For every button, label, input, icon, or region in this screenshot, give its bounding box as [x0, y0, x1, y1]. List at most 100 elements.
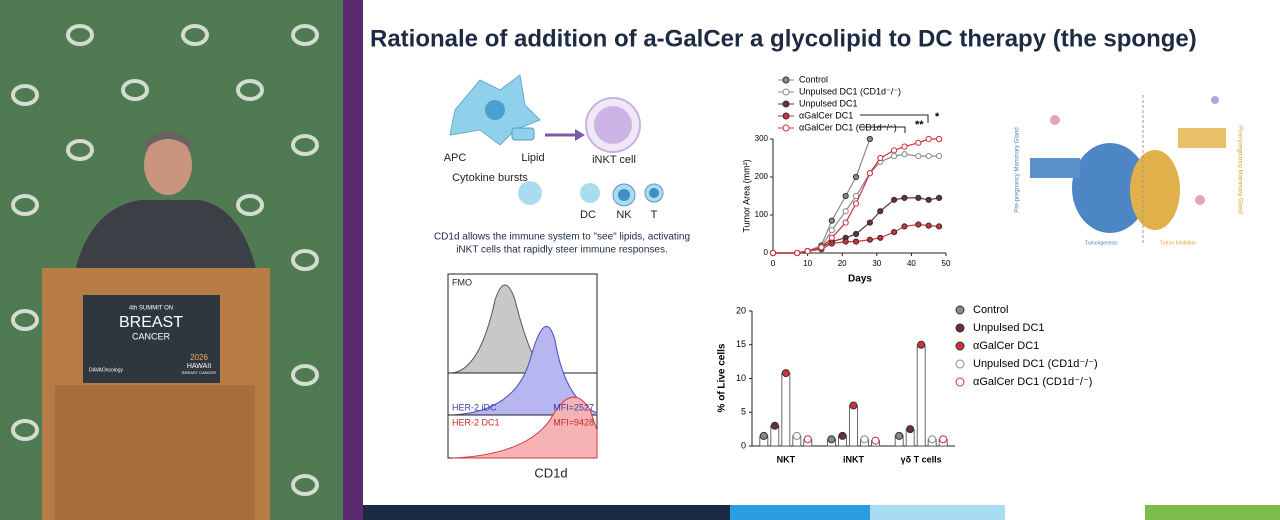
y-tick-label: 5	[741, 407, 746, 417]
legend-label: αGalCer DC1 (CD1d⁻/⁻)	[799, 122, 897, 132]
marker	[804, 248, 811, 255]
marker	[891, 196, 898, 203]
marker	[838, 431, 847, 440]
marker	[770, 421, 779, 430]
marker	[866, 170, 873, 177]
y-tick-label: 20	[736, 305, 746, 315]
marker	[792, 431, 801, 440]
marker	[925, 153, 932, 160]
tumor-chart: ** * Tumor Area (mm²) Days 0 100 200 300 0 10…	[741, 74, 951, 284]
bar	[916, 344, 926, 447]
marker	[917, 340, 926, 349]
marker	[769, 249, 777, 257]
podium-sign	[83, 295, 220, 383]
diagram-icons	[449, 74, 664, 207]
marker	[842, 208, 849, 215]
legend-label: Control	[973, 304, 1008, 316]
marker	[935, 153, 943, 160]
marker	[925, 222, 932, 229]
x-tick-label: NKT	[777, 454, 796, 464]
legend-label: αGalCer DC1	[799, 110, 853, 120]
y-tick-label: 10	[736, 373, 746, 383]
schematic-label: Tumor Inhibition	[1160, 240, 1196, 246]
marker	[852, 238, 860, 245]
marker	[871, 436, 880, 445]
diagram-label: iNKT cell	[592, 154, 636, 166]
diagram-label: DC	[580, 209, 596, 221]
sign-text: 4th SUMMIT ON	[129, 306, 173, 312]
sign-text: BREAST	[119, 314, 183, 331]
marker	[849, 401, 858, 410]
marker	[866, 219, 873, 226]
marker	[935, 135, 943, 143]
diagram-label: APC	[444, 152, 467, 164]
bar	[849, 405, 858, 447]
backdrop-logos	[11, 24, 319, 496]
marker	[842, 192, 849, 200]
marker	[781, 369, 790, 378]
axis-label: CD1d	[534, 465, 567, 480]
y-tick-label: 0	[741, 440, 746, 450]
y-tick-label: 15	[736, 339, 746, 349]
marker	[955, 359, 965, 369]
marker	[794, 249, 801, 257]
marker	[852, 230, 860, 238]
x-tick-label: 30	[872, 259, 881, 268]
legend-label: Unpulsed DC1	[799, 98, 858, 108]
sign-text: DAVAOncology	[89, 367, 123, 373]
marker	[782, 124, 790, 132]
marker	[915, 153, 922, 160]
y-axis-label: % of Live cells	[717, 343, 728, 412]
marker	[827, 435, 836, 444]
legend-label: αGalCer DC1 (CD1d⁻/⁻)	[973, 376, 1092, 388]
y-axis-label: Tumor Area (mm²)	[741, 159, 751, 232]
flow-label: MFI=2527	[553, 402, 594, 412]
y-tick-label: 0	[764, 248, 769, 257]
marker	[866, 236, 873, 243]
diagram-label: Cytokine bursts	[452, 172, 528, 184]
bar	[781, 372, 791, 447]
marker	[877, 208, 884, 215]
marker	[891, 229, 898, 236]
marker	[915, 139, 922, 146]
significance-bracket	[860, 114, 929, 133]
marker	[955, 323, 965, 333]
significance: **	[915, 119, 924, 131]
flow-label: MFI=9428	[553, 417, 594, 427]
marker	[955, 305, 965, 315]
sign-text: CANCER	[132, 331, 171, 341]
marker	[842, 238, 849, 245]
marker	[818, 244, 825, 251]
diagram-label: Lipid	[521, 152, 544, 164]
x-tick-label: 0	[771, 259, 776, 268]
marker	[939, 435, 948, 444]
marker	[901, 151, 908, 158]
x-tick-label: 20	[838, 259, 847, 268]
marker	[828, 240, 835, 247]
marker	[925, 135, 932, 143]
diagram-label: T	[651, 209, 658, 221]
legend-label: Unpulsed DC1 (CD1d⁻/⁻)	[799, 86, 901, 96]
marker	[782, 100, 790, 108]
sign-text: 2026	[190, 353, 208, 362]
schematic-label: Tumorigenesis	[1085, 240, 1118, 246]
marker	[842, 219, 849, 226]
marker	[955, 341, 965, 351]
marker	[928, 435, 937, 444]
marker	[866, 135, 873, 143]
marker	[935, 194, 943, 201]
marker	[901, 143, 908, 150]
cells-chart: % of Live cells 0 5 10 15 20 NKT iNKT γδ T cell…	[717, 304, 1098, 464]
marker	[955, 377, 965, 387]
marker	[782, 88, 790, 96]
marker	[877, 234, 884, 241]
marker	[925, 196, 932, 203]
marker	[852, 192, 860, 200]
flow-label: HER-2 DC1	[452, 417, 500, 427]
marker	[759, 431, 768, 440]
marker	[901, 223, 908, 230]
legend-label: Unpulsed DC1 (CD1d⁻/⁻)	[973, 358, 1098, 370]
marker	[828, 227, 835, 234]
